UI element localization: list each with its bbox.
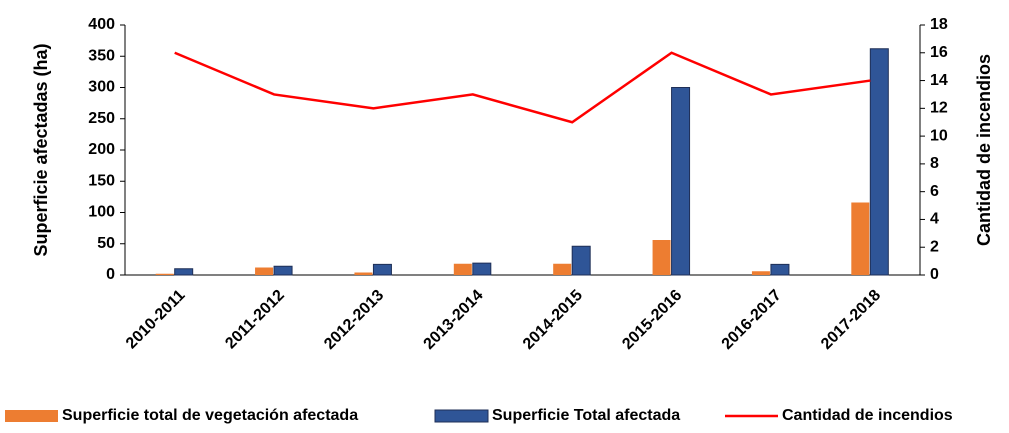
y2-tick-label: 10 (930, 127, 948, 144)
legend-swatch (5, 410, 58, 422)
legend-label: Cantidad de incendios (782, 407, 953, 424)
x-tick-label: 2014-2015 (520, 287, 586, 353)
y-tick-label: 100 (88, 204, 115, 221)
x-tick-label: 2015-2016 (619, 287, 685, 353)
x-tick-label: 2013-2014 (420, 287, 486, 353)
y-tick-label: 150 (88, 172, 115, 189)
y-tick-label: 350 (88, 47, 115, 64)
y-tick-label: 0 (106, 266, 115, 283)
y-tick-label: 200 (88, 141, 115, 158)
bar (770, 263, 790, 276)
y-tick-label: 400 (88, 16, 115, 33)
x-tick-label: 2011-2012 (222, 287, 288, 353)
legend-label: Superficie total de vegetación afectada (62, 407, 358, 424)
y-tick-label: 250 (88, 110, 115, 127)
y2-tick-label: 16 (930, 44, 948, 61)
y-tick-label: 300 (88, 79, 115, 96)
y2-tick-label: 0 (930, 266, 939, 283)
y2-tick-label: 2 (930, 238, 939, 255)
y-axis-label: Superficie afectadas (ha) (31, 43, 51, 256)
bar (453, 263, 472, 275)
y2-tick-label: 8 (930, 155, 939, 172)
y2-tick-label: 6 (930, 183, 939, 200)
bar (571, 245, 591, 276)
y2-tick-label: 14 (930, 72, 948, 89)
legend-label: Superficie Total afectada (492, 407, 680, 424)
y2-tick-label: 18 (930, 16, 948, 33)
y2-tick-label: 4 (930, 211, 939, 228)
y2-tick-label: 12 (930, 100, 948, 117)
bar (255, 267, 274, 275)
bar (851, 202, 870, 275)
bar (354, 272, 373, 275)
bar (652, 240, 671, 275)
y-tick-label: 50 (97, 235, 115, 252)
bar (155, 273, 174, 275)
x-tick-label: 2016-2017 (719, 287, 785, 353)
legend-swatch (434, 409, 489, 423)
bar (372, 263, 392, 276)
bar (273, 265, 293, 276)
bar (869, 48, 889, 276)
y2-axis-label: Cantidad de incendios (974, 54, 994, 246)
bar (174, 268, 194, 276)
x-tick-label: 2010-2011 (123, 287, 189, 353)
x-tick-label: 2012-2013 (321, 287, 387, 353)
bar (472, 262, 492, 276)
bar (671, 87, 691, 276)
bar (553, 263, 572, 275)
bar (751, 271, 770, 275)
line-series (174, 51, 871, 124)
x-tick-label: 2017-2018 (818, 287, 884, 353)
